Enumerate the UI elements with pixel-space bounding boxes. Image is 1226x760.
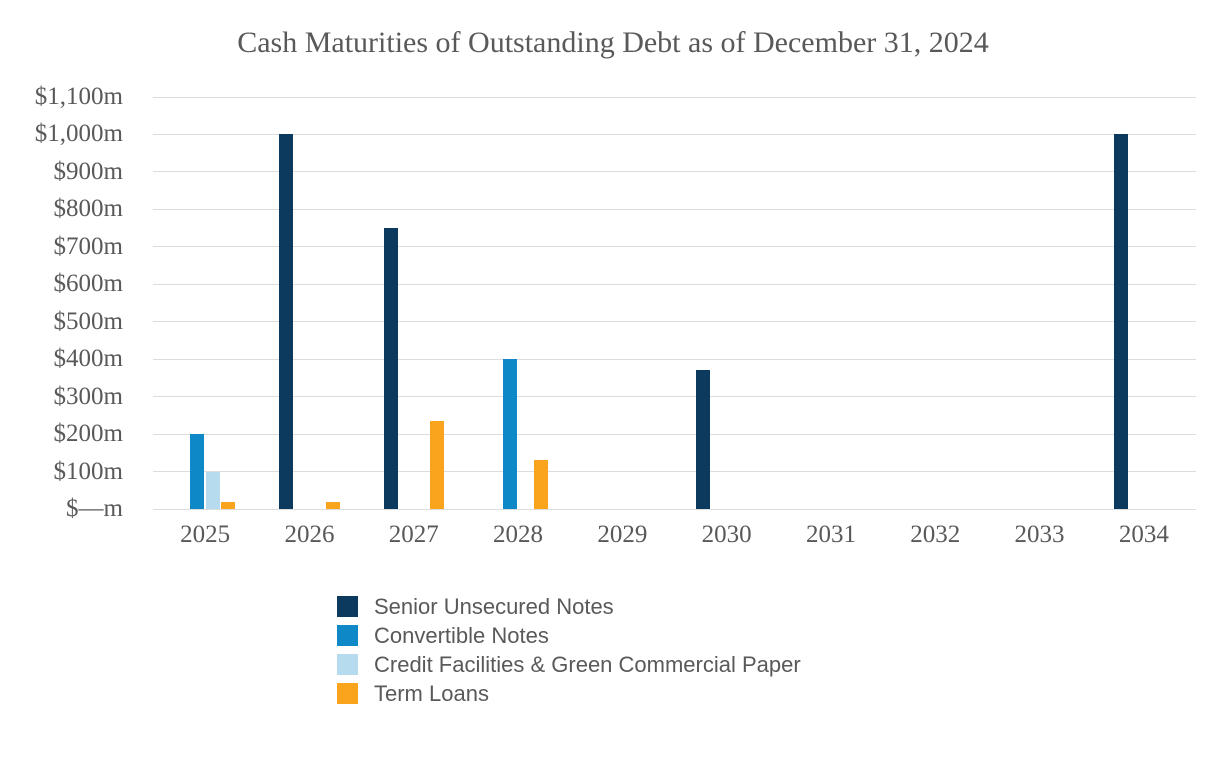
- y-axis-tick-label: $600m: [53, 270, 123, 298]
- legend-swatch-term-loans: [337, 683, 358, 704]
- y-axis-tick-label: $700m: [53, 232, 123, 260]
- legend-label-senior-unsecured-notes: Senior Unsecured Notes: [374, 593, 614, 619]
- bar-senior-unsecured-notes-2026: [279, 134, 294, 509]
- x-axis-tick-label-2034: 2034: [1118, 521, 1169, 548]
- legend-label-term-loans: Term Loans: [374, 680, 489, 706]
- x-axis-tick-label-2029: 2029: [597, 521, 648, 548]
- gridline: [153, 208, 1196, 210]
- bar-term-loans-2027: [430, 420, 444, 509]
- gridline: [153, 96, 1196, 98]
- gridline: [153, 396, 1196, 398]
- bar-credit-facilities-green-commercial-paper-2025: [205, 471, 220, 509]
- y-axis-tick-label: $800m: [53, 195, 123, 223]
- legend-item-convertible-notes: Convertible Notes: [337, 622, 801, 648]
- y-axis-tick-label: $—m: [66, 495, 123, 522]
- y-axis-tick-label: $300m: [53, 382, 123, 410]
- gridline: [153, 508, 1196, 510]
- y-axis-tick-label: $400m: [53, 345, 123, 373]
- legend-item-term-loans: Term Loans: [337, 680, 801, 706]
- bar-term-loans-2026: [325, 501, 340, 509]
- legend: Senior Unsecured Notes Convertible Notes C…: [337, 593, 801, 712]
- bar-convertible-notes-2025: [190, 434, 205, 509]
- gridline: [153, 321, 1196, 323]
- legend-swatch-convertible-notes: [337, 625, 358, 646]
- x-axis-tick-label-2031: 2031: [805, 521, 856, 548]
- legend-label-convertible-notes: Convertible Notes: [374, 622, 549, 648]
- legend-label-credit-facilities-green-commercial-paper: Credit Facilities & Green Commercial Pap…: [374, 651, 801, 677]
- gridline: [153, 133, 1196, 135]
- gridline: [153, 171, 1196, 173]
- bar-senior-unsecured-notes-2034: [1113, 134, 1128, 509]
- y-axis-tick-label: $1,100m: [34, 83, 123, 110]
- y-axis-tick-label: $500m: [53, 307, 123, 335]
- x-axis-tick-label-2027: 2027: [388, 521, 439, 548]
- bar-convertible-notes-2028: [503, 359, 518, 509]
- y-axis-tick-label: $100m: [53, 457, 123, 485]
- y-axis-tick-label: $1,000m: [34, 120, 123, 148]
- y-axis-tick-label: $200m: [53, 420, 123, 448]
- x-axis-tick-label-2028: 2028: [493, 521, 544, 548]
- gridline: [153, 358, 1196, 360]
- x-axis-tick-label-2030: 2030: [701, 521, 752, 548]
- x-axis-tick-label-2032: 2032: [910, 521, 961, 548]
- bar-senior-unsecured-notes-2027: [383, 228, 398, 509]
- legend-item-senior-unsecured-notes: Senior Unsecured Notes: [337, 593, 801, 619]
- x-axis-tick-label-2033: 2033: [1014, 521, 1065, 548]
- bar-senior-unsecured-notes-2030: [696, 370, 711, 509]
- gridline: [153, 433, 1196, 435]
- gridline: [153, 246, 1196, 248]
- chart-title: Cash Maturities of Outstanding Debt as o…: [237, 26, 989, 59]
- gridline: [153, 471, 1196, 473]
- bar-term-loans-2025: [221, 501, 236, 509]
- x-axis-tick-label-2026: 2026: [284, 521, 335, 548]
- gridline: [153, 283, 1196, 285]
- y-axis-tick-label: $900m: [53, 157, 123, 185]
- legend-swatch-credit-facilities-green-commercial-paper: [337, 654, 358, 675]
- legend-item-credit-facilities-green-commercial-paper: Credit Facilities & Green Commercial Pap…: [337, 651, 801, 677]
- bar-term-loans-2028: [534, 460, 549, 509]
- legend-swatch-senior-unsecured-notes: [337, 596, 358, 617]
- x-axis-tick-label-2025: 2025: [180, 521, 231, 548]
